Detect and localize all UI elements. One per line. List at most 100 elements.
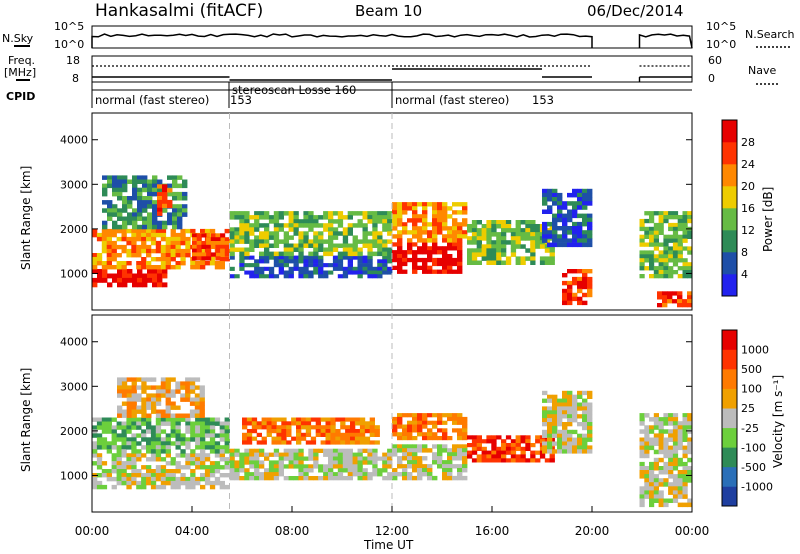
power-cell <box>387 215 393 220</box>
power-cell <box>160 232 167 238</box>
velocity-cell <box>682 445 688 451</box>
power-cell <box>547 221 553 227</box>
power-cell <box>535 244 541 249</box>
freq-label-line1: Freq. <box>8 54 35 67</box>
velocity-cell <box>582 410 588 415</box>
power-cell <box>658 274 664 279</box>
velocity-cell <box>204 453 211 458</box>
power-cell <box>682 222 688 228</box>
power-cell <box>447 265 453 270</box>
power-cell <box>437 250 443 255</box>
power-cell <box>412 242 418 247</box>
power-cell <box>542 234 548 239</box>
velocity-cbar-swatch <box>722 447 737 468</box>
power-cell <box>427 246 433 251</box>
velocity-cell <box>141 476 147 482</box>
power-cell <box>175 240 181 246</box>
power-cell <box>273 274 280 279</box>
velocity-cell <box>190 469 196 474</box>
velocity-cell <box>374 440 380 445</box>
power-cell <box>162 282 168 288</box>
power-cell <box>442 218 448 223</box>
velocity-cell <box>345 425 351 430</box>
power-cell <box>672 238 679 243</box>
power-cell <box>234 231 240 236</box>
velocity-cell <box>422 464 428 469</box>
power-cell <box>234 239 240 244</box>
power-cell <box>653 266 659 271</box>
power-cell <box>549 248 555 253</box>
power-cell <box>437 210 443 215</box>
velocity-cell <box>649 441 655 446</box>
power-cell <box>102 224 108 230</box>
velocity-cell <box>96 441 103 446</box>
velocity-cell <box>234 448 240 453</box>
power-cell <box>663 258 669 263</box>
velocity-cell <box>242 417 248 422</box>
power-cell <box>206 241 212 246</box>
velocity-cell <box>547 445 553 450</box>
power-cell <box>658 215 664 220</box>
power-cell <box>392 250 398 255</box>
velocity-cell <box>677 425 683 430</box>
nsky-panel-frame <box>91 25 693 49</box>
velocity-cell <box>392 432 398 437</box>
velocity-cell <box>476 435 482 440</box>
power-cell <box>254 219 260 224</box>
power-cell <box>283 223 289 228</box>
power-cell <box>491 224 497 229</box>
power-cell <box>649 226 655 232</box>
power-cell <box>157 269 163 274</box>
velocity-cell <box>582 433 588 438</box>
power-cell <box>422 250 428 255</box>
velocity-cell <box>653 417 659 422</box>
power-cell <box>663 218 669 224</box>
velocity-cell <box>407 452 413 457</box>
power-cell <box>663 211 669 216</box>
velocity-cell <box>224 445 230 450</box>
velocity-cell <box>328 460 334 465</box>
power-cell <box>437 222 443 227</box>
velocity-cell <box>649 474 655 479</box>
power-cell <box>229 251 235 257</box>
power-cell <box>587 238 593 243</box>
power-cell <box>462 222 468 227</box>
power-cell <box>160 265 167 270</box>
velocity-cell <box>687 470 693 475</box>
power-cell <box>155 232 162 238</box>
velocity-cell <box>402 424 408 429</box>
power-cell <box>422 261 428 267</box>
velocity-cell <box>146 429 152 434</box>
power-cell <box>407 206 413 211</box>
velocity-cell <box>422 456 428 461</box>
velocity-cell <box>663 498 669 503</box>
velocity-cell <box>111 425 117 430</box>
power-cell <box>377 274 383 279</box>
power-cell <box>137 282 143 288</box>
power-cell <box>303 274 309 279</box>
velocity-cell <box>150 433 157 438</box>
power-cell <box>313 231 319 236</box>
power-cell <box>412 222 418 227</box>
velocity-cell <box>397 444 403 449</box>
velocity-cell <box>266 417 272 422</box>
velocity-cell <box>288 476 294 481</box>
velocity-cell <box>417 420 423 425</box>
velocity-cell <box>160 473 167 478</box>
velocity-cell <box>101 425 108 430</box>
power-cell <box>397 202 403 207</box>
velocity-cell <box>350 436 356 441</box>
velocity-cell <box>337 464 344 469</box>
power-cell <box>649 274 655 279</box>
velocity-cell <box>382 456 388 461</box>
power-cell <box>687 303 693 308</box>
power-cell <box>239 239 245 244</box>
power-cell <box>442 222 448 227</box>
power-cell <box>387 247 393 252</box>
power-cell <box>127 273 133 279</box>
power-cell <box>147 196 153 201</box>
velocity-cell <box>313 448 319 453</box>
power-cell <box>122 216 128 221</box>
power-cell <box>447 242 453 247</box>
power-cell <box>102 175 108 180</box>
